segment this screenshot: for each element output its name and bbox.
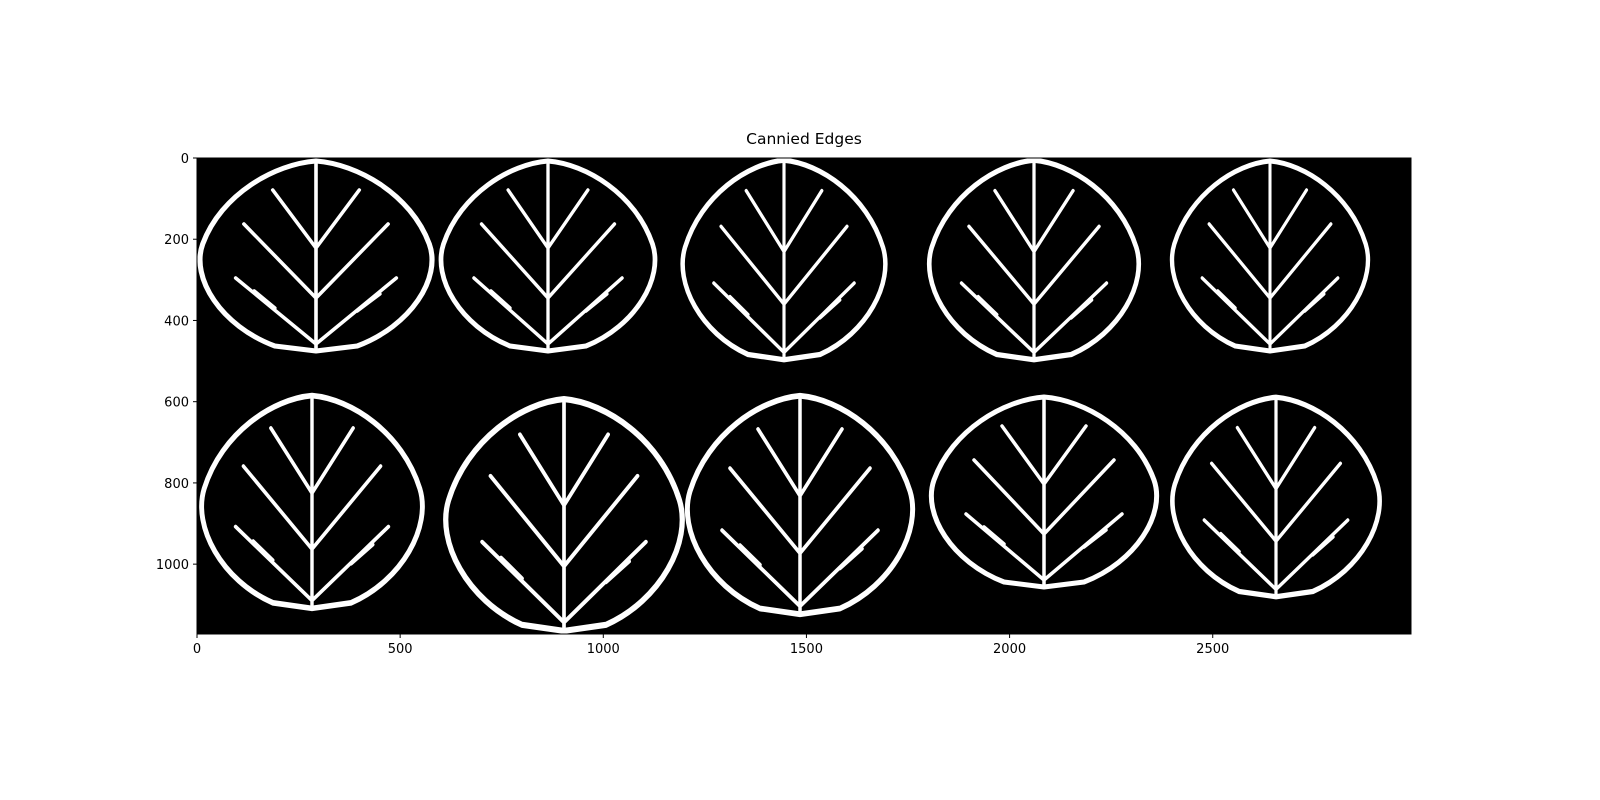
x-tick-label: 0 — [193, 642, 201, 657]
chart-title: Cannied Edges — [746, 130, 862, 148]
y-tick-label: 200 — [164, 233, 189, 248]
y-tick-label: 400 — [164, 314, 189, 329]
y-tick-label: 1000 — [156, 558, 189, 573]
x-tick-label: 500 — [388, 642, 413, 657]
x-tick-label: 2500 — [1196, 642, 1229, 657]
y-tick-label: 0 — [181, 152, 189, 167]
x-tick-label: 2000 — [993, 642, 1026, 657]
y-tick-label: 600 — [164, 396, 189, 411]
x-tick-label: 1000 — [587, 642, 620, 657]
x-tick-label: 1500 — [790, 642, 823, 657]
y-tick-label: 800 — [164, 477, 189, 492]
axes-frame — [196, 157, 1412, 635]
